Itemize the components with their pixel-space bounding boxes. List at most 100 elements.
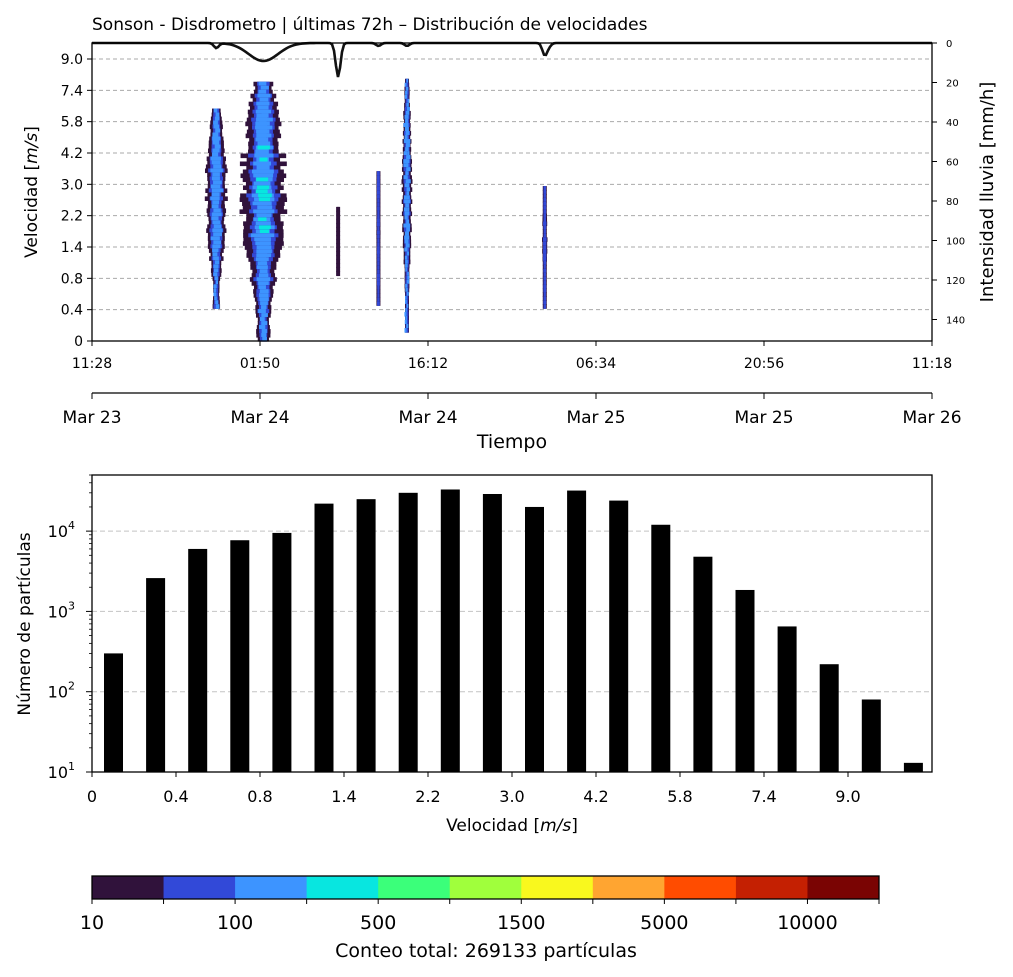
heatmap-cell [405, 299, 409, 305]
heatmap-cell [377, 261, 380, 267]
colorbar-swatch [163, 876, 236, 899]
heatmap-cell [405, 98, 409, 104]
heatmap-cell [213, 196, 219, 202]
heatmap-cell [405, 319, 409, 325]
heatmap-y2-tick-label: 140 [946, 316, 965, 327]
heatmap-cell [404, 255, 408, 261]
heatmap-cell [336, 223, 340, 228]
heatmap-cell [404, 231, 408, 237]
heatmap-cell [336, 243, 340, 248]
heatmap-cell [407, 207, 410, 213]
heatmap-cell [336, 210, 340, 216]
heatmap-cell [254, 153, 269, 159]
histogram-bar [567, 490, 587, 772]
heatmap-cell [377, 246, 380, 251]
heatmap-cell [336, 263, 340, 268]
heatmap-cell [404, 94, 408, 100]
heatmap-cell [258, 325, 266, 330]
heatmap-cell [377, 242, 380, 247]
heatmap-cell [214, 116, 220, 122]
heatmap-cell [543, 225, 547, 230]
heatmap-x-tick-label: 11:18 [912, 356, 952, 372]
heatmap-cell [543, 280, 547, 286]
heatmap-cell [212, 248, 219, 253]
heatmap-cell [258, 281, 269, 286]
heatmap-cell [376, 190, 380, 196]
heatmap-cell [405, 171, 408, 176]
histogram-bar [819, 664, 839, 772]
colorbar-tick-label: 500 [360, 912, 396, 934]
heatmap-x-tick-label: 20:56 [744, 356, 784, 372]
heatmap-cell [543, 189, 547, 195]
heatmap-cell [377, 198, 380, 204]
heatmap-cell [406, 147, 409, 152]
colorbar-swatch [807, 876, 880, 899]
colorbar-label: Conteo total: 269133 partículas [335, 940, 637, 962]
heatmap-cell [543, 256, 547, 262]
heatmap-cell [213, 292, 217, 297]
histogram-x-tick-label: 1.4 [331, 787, 356, 806]
heatmap-cell [256, 133, 267, 139]
heatmap-cell [377, 230, 380, 235]
date-tick-label: Mar 26 [902, 408, 961, 428]
heatmap-cell [256, 277, 271, 282]
colorbar: 10 100 500 1500 5000 10000 Conteo total: 2691… [80, 875, 880, 962]
heatmap-cell [405, 267, 409, 273]
heatmap-cell [405, 315, 407, 321]
histogram-bar [356, 499, 376, 772]
heatmap-cell [262, 337, 267, 342]
heatmap-cell [261, 333, 267, 338]
histogram-y-tick-label: 101 [48, 760, 75, 782]
heatmap-cell [213, 120, 218, 126]
heatmap-cell [216, 144, 220, 150]
heatmap-cell [543, 201, 547, 207]
heatmap-cell [377, 253, 380, 259]
heatmap-cell [259, 157, 268, 163]
heatmap-cell [258, 257, 267, 262]
heatmap-y2-tick-label: 20 [946, 79, 959, 90]
heatmap-cell [259, 229, 269, 234]
colorbar-tick-label: 100 [217, 912, 253, 934]
heatmap-cell [261, 113, 269, 119]
heatmap-y-tick-label: 9.0 [61, 52, 83, 68]
heatmap-cell [404, 159, 410, 164]
heatmap-cell [336, 214, 340, 220]
heatmap-cell [403, 207, 408, 213]
heatmap-cell [543, 233, 546, 238]
heatmap-cell [336, 267, 340, 273]
heatmap-cell [406, 106, 410, 112]
heatmap-cell [215, 304, 220, 309]
heatmap-cell [543, 197, 547, 203]
heatmap-cell [406, 155, 411, 160]
heatmap-cell [261, 321, 268, 326]
heatmap-cell [255, 109, 272, 115]
heatmap-cell [257, 181, 268, 187]
heatmap-cell [256, 213, 267, 218]
heatmap-cell [377, 218, 380, 224]
heatmap-cell [213, 284, 217, 289]
heatmap-cell [215, 220, 221, 225]
heatmap-cell [257, 105, 269, 111]
histogram-bar [146, 578, 166, 772]
heatmap-cell [259, 297, 269, 302]
heatmap-y-tick-label: 0.4 [61, 303, 83, 319]
heatmap-cell [543, 272, 546, 278]
heatmap-cell [214, 172, 220, 178]
heatmap-cell [259, 141, 270, 147]
heatmap-cell [405, 307, 407, 313]
heatmap-x-tick-label: 01:50 [240, 356, 280, 372]
heatmap-cell [543, 300, 547, 305]
heatmap-x-axis-label: Tiempo [476, 431, 547, 453]
heatmap-cell [377, 281, 380, 287]
heatmap-cell [336, 259, 340, 264]
heatmap-cell [259, 293, 269, 298]
heatmap-y2-tick-label: 120 [946, 276, 965, 287]
heatmap-cell [258, 173, 272, 179]
heatmap-cell [336, 206, 340, 212]
heatmap-cell [543, 241, 547, 246]
date-tick-label: Mar 24 [398, 408, 457, 428]
histogram-bar [777, 626, 797, 772]
heatmap-cell [404, 215, 407, 221]
heatmap-cell [404, 175, 408, 180]
heatmap-cell [406, 127, 409, 132]
